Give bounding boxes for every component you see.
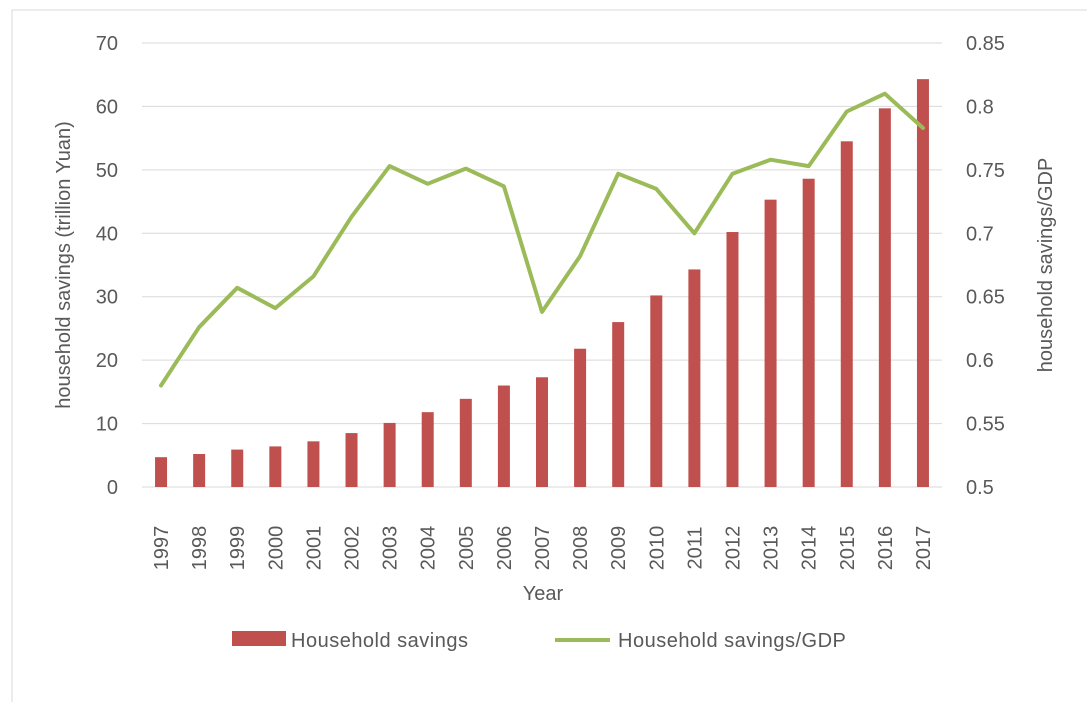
x-tick-label: 2000 bbox=[265, 526, 287, 571]
bar bbox=[498, 386, 510, 487]
bar bbox=[307, 441, 319, 487]
x-tick-label: 2008 bbox=[570, 526, 592, 571]
bar bbox=[765, 200, 777, 487]
x-tick-label: 2013 bbox=[761, 526, 783, 571]
legend: Household savings Household savings/GDP bbox=[232, 630, 846, 652]
y2-tick-label: 0.7 bbox=[966, 223, 994, 245]
y2-tick-label: 0.55 bbox=[966, 414, 1005, 436]
right-y-axis: 0.5 0.55 0.6 0.65 0.7 0.75 0.8 0.85 bbox=[966, 33, 1005, 499]
y2-axis-title: household savings/GDP bbox=[1035, 158, 1057, 373]
bar bbox=[574, 349, 586, 487]
bar bbox=[460, 399, 472, 487]
y2-tick-label: 0.85 bbox=[966, 33, 1005, 55]
y2-tick-label: 0.5 bbox=[966, 477, 994, 499]
bar bbox=[879, 108, 891, 487]
x-tick-label: 2002 bbox=[342, 526, 364, 571]
y2-tick-label: 0.65 bbox=[966, 287, 1005, 309]
bar bbox=[612, 322, 624, 487]
x-tick-label: 2003 bbox=[380, 526, 402, 571]
bar bbox=[688, 269, 700, 487]
y-axis-title: household savings (trillion Yuan) bbox=[53, 121, 75, 409]
x-axis-title: Year bbox=[523, 583, 564, 605]
bar bbox=[422, 412, 434, 487]
x-tick-label: 1997 bbox=[151, 526, 173, 571]
x-tick-label: 2001 bbox=[303, 526, 325, 571]
x-tick-label: 2014 bbox=[799, 526, 821, 571]
y-tick-label: 30 bbox=[96, 287, 118, 309]
y2-tick-label: 0.75 bbox=[966, 160, 1005, 182]
y-tick-label: 60 bbox=[96, 96, 118, 118]
y2-tick-label: 0.8 bbox=[966, 96, 994, 118]
bar bbox=[155, 457, 167, 487]
y-tick-label: 70 bbox=[96, 33, 118, 55]
x-tick-label: 2007 bbox=[532, 526, 554, 571]
y-tick-label: 40 bbox=[96, 223, 118, 245]
x-tick-label: 1999 bbox=[227, 526, 249, 571]
x-tick-label: 2005 bbox=[456, 526, 478, 571]
y-tick-label: 10 bbox=[96, 414, 118, 436]
x-tick-label: 2012 bbox=[722, 526, 744, 571]
left-y-axis: 0 10 20 30 40 50 60 70 bbox=[96, 33, 118, 499]
bar bbox=[346, 433, 358, 487]
y2-tick-label: 0.6 bbox=[966, 350, 994, 372]
x-tick-label: 2016 bbox=[875, 526, 897, 571]
legend-label-savings-gdp: Household savings/GDP bbox=[618, 630, 846, 652]
bar bbox=[726, 232, 738, 487]
bar bbox=[536, 377, 548, 487]
bar bbox=[803, 179, 815, 487]
y-tick-label: 50 bbox=[96, 160, 118, 182]
bar bbox=[384, 423, 396, 487]
x-tick-label: 2009 bbox=[608, 526, 630, 571]
x-tick-label: 2006 bbox=[494, 526, 516, 571]
x-tick-label: 1998 bbox=[189, 526, 211, 571]
x-tick-label: 2004 bbox=[418, 526, 440, 571]
x-tick-label: 2010 bbox=[646, 526, 668, 571]
x-tick-label: 2015 bbox=[837, 526, 859, 571]
bar bbox=[650, 295, 662, 487]
bar bbox=[917, 79, 929, 487]
x-tick-label: 2017 bbox=[913, 526, 935, 571]
bar-series bbox=[155, 79, 929, 487]
legend-label-household-savings: Household savings bbox=[291, 630, 469, 652]
bar bbox=[841, 141, 853, 487]
bar bbox=[193, 454, 205, 487]
bar bbox=[269, 446, 281, 487]
y-tick-label: 0 bbox=[107, 477, 118, 499]
legend-swatch-household-savings bbox=[232, 631, 286, 646]
bar bbox=[231, 450, 243, 487]
x-tick-label: 2011 bbox=[684, 526, 706, 569]
x-axis: 1997 1998 1999 2000 2001 2002 2003 2004 2005 2006… bbox=[151, 526, 935, 571]
y-tick-label: 20 bbox=[96, 350, 118, 372]
